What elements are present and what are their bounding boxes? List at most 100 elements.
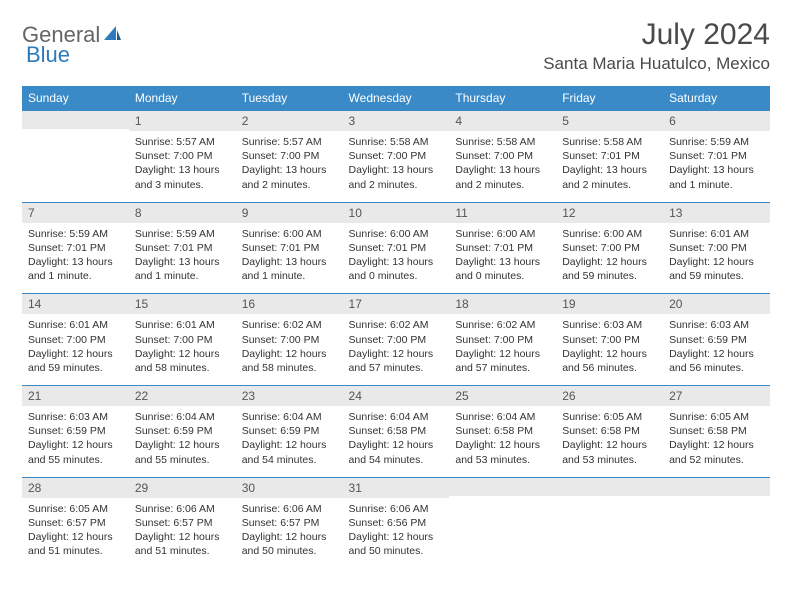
day-number: 7	[22, 203, 129, 223]
day-info: Sunrise: 6:06 AMSunset: 6:56 PMDaylight:…	[343, 498, 450, 569]
day-info: Sunrise: 6:04 AMSunset: 6:58 PMDaylight:…	[343, 406, 450, 477]
sunset: Sunset: 7:01 PM	[669, 149, 764, 163]
sunset: Sunset: 7:00 PM	[562, 241, 657, 255]
day-info: Sunrise: 5:57 AMSunset: 7:00 PMDaylight:…	[129, 131, 236, 202]
weekday-header: Thursday	[449, 86, 556, 111]
day-number: 25	[449, 386, 556, 406]
logo-word2: Blue	[26, 42, 70, 67]
daylight: Daylight: 12 hours and 50 minutes.	[349, 530, 444, 558]
calendar-cell: 11Sunrise: 6:00 AMSunset: 7:01 PMDayligh…	[449, 202, 556, 294]
day-number: 19	[556, 294, 663, 314]
sunset: Sunset: 7:01 PM	[242, 241, 337, 255]
calendar-cell: 15Sunrise: 6:01 AMSunset: 7:00 PMDayligh…	[129, 294, 236, 386]
day-number: 20	[663, 294, 770, 314]
calendar-cell: 19Sunrise: 6:03 AMSunset: 7:00 PMDayligh…	[556, 294, 663, 386]
sunset: Sunset: 7:01 PM	[455, 241, 550, 255]
day-info: Sunrise: 6:04 AMSunset: 6:58 PMDaylight:…	[449, 406, 556, 477]
sunrise: Sunrise: 6:01 AM	[669, 227, 764, 241]
calendar-table: SundayMondayTuesdayWednesdayThursdayFrid…	[22, 86, 770, 568]
sunrise: Sunrise: 5:57 AM	[242, 135, 337, 149]
day-number: 12	[556, 203, 663, 223]
sunset: Sunset: 6:59 PM	[135, 424, 230, 438]
day-number: 30	[236, 478, 343, 498]
daylight: Daylight: 13 hours and 3 minutes.	[135, 163, 230, 191]
day-number: 2	[236, 111, 343, 131]
daylight: Daylight: 12 hours and 57 minutes.	[349, 347, 444, 375]
day-info: Sunrise: 5:58 AMSunset: 7:01 PMDaylight:…	[556, 131, 663, 202]
daylight: Daylight: 12 hours and 51 minutes.	[28, 530, 123, 558]
sunrise: Sunrise: 6:06 AM	[349, 502, 444, 516]
calendar-row: 7Sunrise: 5:59 AMSunset: 7:01 PMDaylight…	[22, 202, 770, 294]
sunrise: Sunrise: 5:57 AM	[135, 135, 230, 149]
daylight: Daylight: 13 hours and 1 minute.	[669, 163, 764, 191]
day-info: Sunrise: 6:04 AMSunset: 6:59 PMDaylight:…	[129, 406, 236, 477]
calendar-cell: 31Sunrise: 6:06 AMSunset: 6:56 PMDayligh…	[343, 477, 450, 568]
weekday-header: Monday	[129, 86, 236, 111]
sunset: Sunset: 7:00 PM	[135, 333, 230, 347]
calendar-cell: 30Sunrise: 6:06 AMSunset: 6:57 PMDayligh…	[236, 477, 343, 568]
daylight: Daylight: 13 hours and 2 minutes.	[349, 163, 444, 191]
day-number: 3	[343, 111, 450, 131]
day-info: Sunrise: 5:57 AMSunset: 7:00 PMDaylight:…	[236, 131, 343, 202]
day-number: 13	[663, 203, 770, 223]
daylight: Daylight: 12 hours and 53 minutes.	[562, 438, 657, 466]
day-info: Sunrise: 6:00 AMSunset: 7:01 PMDaylight:…	[236, 223, 343, 294]
sunrise: Sunrise: 6:05 AM	[28, 502, 123, 516]
sunset: Sunset: 7:01 PM	[135, 241, 230, 255]
header: General July 2024 Santa Maria Huatulco, …	[22, 18, 770, 74]
weekday-header: Saturday	[663, 86, 770, 111]
daylight: Daylight: 12 hours and 56 minutes.	[562, 347, 657, 375]
sunset: Sunset: 7:01 PM	[28, 241, 123, 255]
sunrise: Sunrise: 6:03 AM	[669, 318, 764, 332]
day-number	[22, 111, 129, 129]
daylight: Daylight: 12 hours and 54 minutes.	[349, 438, 444, 466]
day-info: Sunrise: 6:03 AMSunset: 7:00 PMDaylight:…	[556, 314, 663, 385]
sunrise: Sunrise: 6:05 AM	[669, 410, 764, 424]
calendar-row: 1Sunrise: 5:57 AMSunset: 7:00 PMDaylight…	[22, 111, 770, 203]
weekday-header: Wednesday	[343, 86, 450, 111]
day-number: 6	[663, 111, 770, 131]
sunset: Sunset: 6:58 PM	[562, 424, 657, 438]
daylight: Daylight: 12 hours and 54 minutes.	[242, 438, 337, 466]
daylight: Daylight: 13 hours and 1 minute.	[135, 255, 230, 283]
daylight: Daylight: 12 hours and 59 minutes.	[562, 255, 657, 283]
calendar-cell: 6Sunrise: 5:59 AMSunset: 7:01 PMDaylight…	[663, 111, 770, 203]
sunset: Sunset: 6:58 PM	[455, 424, 550, 438]
daylight: Daylight: 12 hours and 55 minutes.	[135, 438, 230, 466]
calendar-cell: 24Sunrise: 6:04 AMSunset: 6:58 PMDayligh…	[343, 386, 450, 478]
day-info	[556, 496, 663, 558]
day-number: 27	[663, 386, 770, 406]
daylight: Daylight: 12 hours and 55 minutes.	[28, 438, 123, 466]
day-info: Sunrise: 6:06 AMSunset: 6:57 PMDaylight:…	[236, 498, 343, 569]
daylight: Daylight: 13 hours and 2 minutes.	[455, 163, 550, 191]
day-number: 1	[129, 111, 236, 131]
sunrise: Sunrise: 6:03 AM	[562, 318, 657, 332]
sunset: Sunset: 6:58 PM	[349, 424, 444, 438]
day-info	[449, 496, 556, 558]
sunrise: Sunrise: 6:04 AM	[242, 410, 337, 424]
daylight: Daylight: 12 hours and 57 minutes.	[455, 347, 550, 375]
sunset: Sunset: 7:00 PM	[242, 333, 337, 347]
sunrise: Sunrise: 6:02 AM	[455, 318, 550, 332]
calendar-cell: 17Sunrise: 6:02 AMSunset: 7:00 PMDayligh…	[343, 294, 450, 386]
day-number	[663, 478, 770, 496]
calendar-row: 14Sunrise: 6:01 AMSunset: 7:00 PMDayligh…	[22, 294, 770, 386]
sunrise: Sunrise: 6:06 AM	[135, 502, 230, 516]
day-info: Sunrise: 5:59 AMSunset: 7:01 PMDaylight:…	[663, 131, 770, 202]
day-info: Sunrise: 6:01 AMSunset: 7:00 PMDaylight:…	[22, 314, 129, 385]
calendar-cell	[663, 477, 770, 568]
title-block: July 2024 Santa Maria Huatulco, Mexico	[543, 18, 770, 74]
sunrise: Sunrise: 6:03 AM	[28, 410, 123, 424]
day-info: Sunrise: 6:06 AMSunset: 6:57 PMDaylight:…	[129, 498, 236, 569]
calendar-cell: 13Sunrise: 6:01 AMSunset: 7:00 PMDayligh…	[663, 202, 770, 294]
day-info: Sunrise: 6:02 AMSunset: 7:00 PMDaylight:…	[449, 314, 556, 385]
sunset: Sunset: 7:00 PM	[135, 149, 230, 163]
sunset: Sunset: 7:00 PM	[349, 333, 444, 347]
day-info: Sunrise: 6:00 AMSunset: 7:01 PMDaylight:…	[449, 223, 556, 294]
sunset: Sunset: 7:00 PM	[349, 149, 444, 163]
calendar-cell: 16Sunrise: 6:02 AMSunset: 7:00 PMDayligh…	[236, 294, 343, 386]
sunset: Sunset: 6:59 PM	[669, 333, 764, 347]
day-number: 18	[449, 294, 556, 314]
daylight: Daylight: 12 hours and 56 minutes.	[669, 347, 764, 375]
daylight: Daylight: 12 hours and 59 minutes.	[669, 255, 764, 283]
